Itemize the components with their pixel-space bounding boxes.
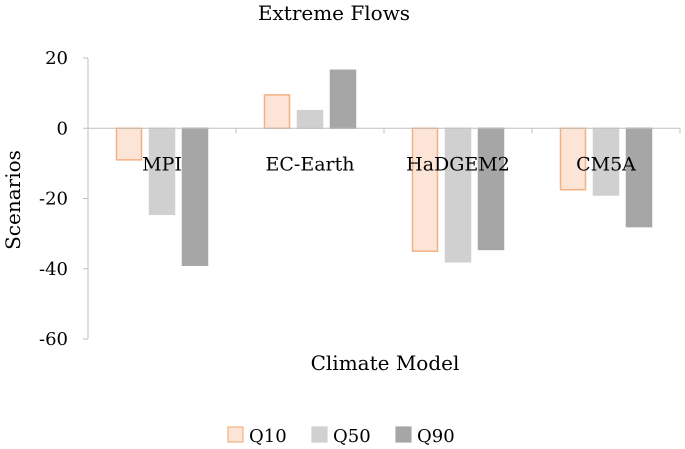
y-axis-label: Scenarios xyxy=(1,150,25,250)
bar-q90-ec-earth xyxy=(329,69,357,129)
bar-q90-cm5a xyxy=(625,127,653,228)
legend-label-q90: Q90 xyxy=(417,426,455,445)
chart-title: Extreme Flows xyxy=(258,1,410,25)
bar-q90-mpi xyxy=(181,127,209,266)
legend-swatch-q10 xyxy=(227,426,244,443)
legend: Q10 Q50 Q90 xyxy=(227,426,455,447)
category-label: CM5A xyxy=(576,153,636,175)
bar-q50-hadgem2 xyxy=(444,127,472,263)
y-axis-ticks: 20 0 -20 -40 -60 xyxy=(39,48,88,350)
legend-label-q50: Q50 xyxy=(333,426,371,445)
y-tick-label: -20 xyxy=(39,189,68,210)
category-label: HaDGEM2 xyxy=(406,153,510,175)
bar-q50-mpi xyxy=(148,127,176,216)
x-axis-label: Climate Model xyxy=(311,351,460,375)
y-tick-label: 0 xyxy=(57,118,68,139)
bar-q50-ec-earth xyxy=(296,109,324,129)
legend-swatch-q50 xyxy=(311,426,328,443)
y-tick-label: 20 xyxy=(45,48,68,69)
category-label: EC-Earth xyxy=(266,153,355,175)
bar-q10-mpi xyxy=(115,127,143,161)
category-labels: MPI EC-Earth HaDGEM2 CM5A xyxy=(142,153,636,175)
y-tick-label: -40 xyxy=(39,259,68,280)
bar-q10-ec-earth xyxy=(263,94,291,129)
bar-q10-cm5a xyxy=(559,127,587,191)
y-tick-label: -60 xyxy=(39,329,68,350)
bar-q10-hadgem2 xyxy=(411,127,439,252)
category-label: MPI xyxy=(142,153,182,175)
bar-series xyxy=(115,69,653,266)
axes xyxy=(87,58,681,339)
legend-label-q10: Q10 xyxy=(249,426,287,445)
bar-q90-hadgem2 xyxy=(477,127,505,251)
legend-swatch-q90 xyxy=(395,426,412,443)
